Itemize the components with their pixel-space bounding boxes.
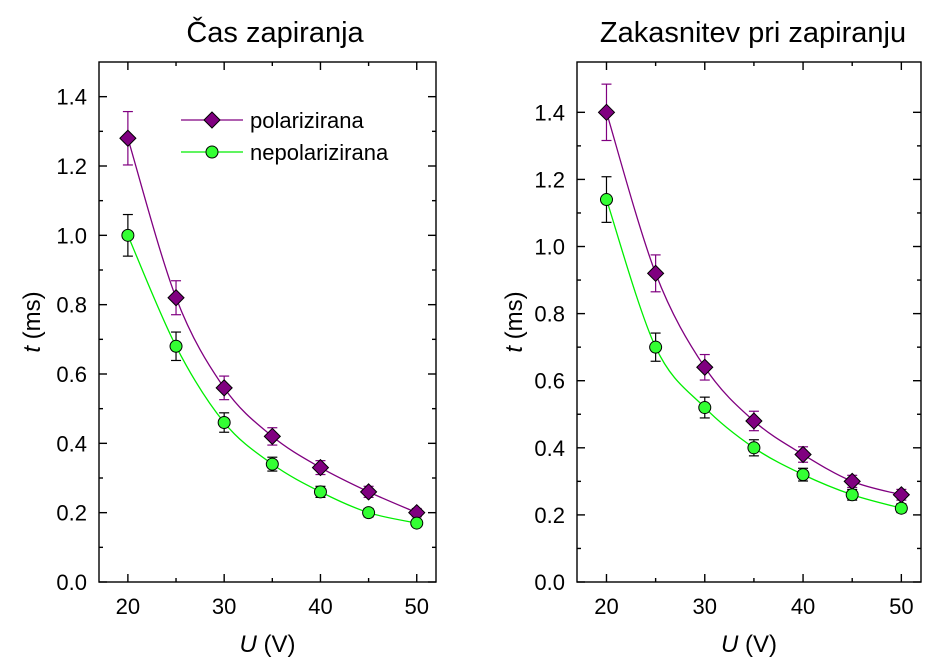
- data-point-circle: [797, 469, 809, 481]
- y-tick-label: 0.0: [534, 570, 565, 595]
- plot-frame: [577, 62, 921, 582]
- data-point-circle: [314, 486, 326, 498]
- data-point-diamond: [312, 460, 328, 476]
- legend-label: nepolarizirana: [250, 140, 389, 165]
- y-tick-label: 1.0: [56, 223, 87, 248]
- x-tick-label: 50: [405, 594, 429, 619]
- data-point-diamond: [168, 290, 184, 306]
- data-point-diamond: [697, 359, 713, 375]
- data-point-diamond: [361, 484, 377, 500]
- y-tick-label: 0.8: [56, 293, 87, 318]
- data-point-circle: [122, 229, 134, 241]
- series-nepolarizirana: [122, 215, 423, 530]
- x-tick-label: 20: [116, 594, 140, 619]
- data-point-diamond: [216, 380, 232, 396]
- data-point-circle: [699, 402, 711, 414]
- data-point-diamond: [893, 487, 909, 503]
- x-tick-label: 40: [791, 594, 815, 619]
- chart-zakasnitev-pri-zapiranju: Zakasnitev pri zapiranju 0.0 0.2 0.4 0.6 0.8 1…: [501, 17, 921, 657]
- x-axis-title: U (V): [721, 631, 777, 657]
- y-axis-title: t (ms): [501, 291, 528, 352]
- x-axis-unit: (V): [738, 631, 777, 657]
- y-tick-label: 0.0: [56, 570, 87, 595]
- y-tick-label: 0.8: [534, 302, 565, 327]
- chart-title: Zakasnitev pri zapiranju: [600, 17, 906, 49]
- y-tick-label: 0.2: [534, 503, 565, 528]
- legend-marker-diamond: [204, 112, 220, 128]
- x-tick-label: 20: [594, 594, 618, 619]
- data-point-circle: [600, 194, 612, 206]
- data-point-circle: [170, 340, 182, 352]
- legend: polarizirana nepolarizirana: [181, 108, 389, 165]
- y-axis-title: t (ms): [19, 291, 46, 352]
- data-point-circle: [748, 442, 760, 454]
- y-tick-label: 0.4: [56, 431, 87, 456]
- data-point-diamond: [264, 428, 280, 444]
- legend-label: polarizirana: [250, 108, 364, 133]
- data-point-circle: [895, 502, 907, 514]
- legend-marker-circle: [206, 146, 218, 158]
- y-tick-label: 1.4: [56, 85, 87, 110]
- x-tick-label: 30: [693, 594, 717, 619]
- x-tick-label: 50: [889, 594, 913, 619]
- series-line: [128, 235, 417, 523]
- series-line: [606, 200, 901, 509]
- x-axis-symbol: U: [721, 631, 739, 657]
- data-point-circle: [363, 507, 375, 519]
- data-point-circle: [846, 489, 858, 501]
- x-tick-label: 30: [212, 594, 236, 619]
- y-tick-label: 1.0: [534, 235, 565, 260]
- data-point-circle: [218, 417, 230, 429]
- chart-title: Čas zapiranja: [186, 15, 364, 49]
- chart-cas-zapiranja: Čas zapiranja 0.0 0.2 0.4 0.6 0.8 1.0 1.2 1.4 20 3…: [19, 15, 436, 657]
- y-tick-label: 0.2: [56, 501, 87, 526]
- y-tick-label: 1.2: [534, 167, 565, 192]
- data-point-diamond: [844, 473, 860, 489]
- y-tick-label: 0.4: [534, 436, 565, 461]
- y-tick-label: 1.4: [534, 100, 565, 125]
- y-tick-label: 0.6: [56, 362, 87, 387]
- series-line: [128, 138, 417, 512]
- series-line: [606, 112, 901, 494]
- data-point-diamond: [598, 104, 614, 120]
- y-axis-unit: (ms): [501, 291, 528, 346]
- y-tick-label: 0.6: [534, 369, 565, 394]
- data-point-circle: [411, 517, 423, 529]
- y-axis-unit: (ms): [19, 291, 46, 346]
- x-axis-symbol: U: [239, 631, 257, 657]
- data-point-diamond: [648, 265, 664, 281]
- x-tick-label: 40: [308, 594, 332, 619]
- data-point-diamond: [795, 447, 811, 463]
- x-axis-unit: (V): [257, 631, 296, 657]
- data-point-circle: [266, 458, 278, 470]
- data-point-circle: [650, 341, 662, 353]
- x-axis-title: U (V): [239, 631, 295, 657]
- series-nepolarizirana: [600, 177, 907, 514]
- data-point-diamond: [120, 130, 136, 146]
- y-tick-label: 1.2: [56, 154, 87, 179]
